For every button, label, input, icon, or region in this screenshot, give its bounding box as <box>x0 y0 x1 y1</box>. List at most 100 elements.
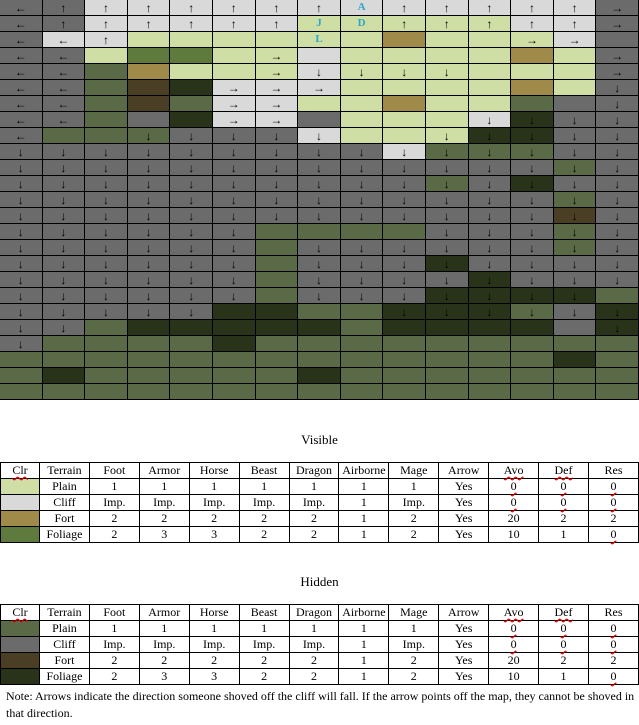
map-cell: ↓ <box>298 144 340 159</box>
map-cell: → <box>511 32 553 47</box>
table-cell: 2 <box>238 652 290 669</box>
table-cell: 3 <box>138 526 190 543</box>
terrain-map-grid: ← ↑ ↑ ↑ ↑ ↑ ↑ ↑ A ↑ ↑ ↑ ↑ ↑ → ← ↑ ↑ ↑ ↑ ↑ ↑ J D ↑ ↑ ↑ ↑ ↑ → ← ← ↑ L → → ← ← → →… <box>0 0 639 400</box>
table-row: Foliage 2 3 3 2 2 1 2 Yes 10 1 0 <box>0 526 639 543</box>
unit-marker: A <box>357 1 366 13</box>
map-cell: ↑ <box>425 0 468 15</box>
map-cell: ↓ <box>85 272 127 287</box>
map-cell: ↓ <box>468 112 511 127</box>
table-cell: 2 <box>587 510 639 527</box>
shove-arrow-icon: ↓ <box>60 320 67 335</box>
shove-arrow-icon: ↓ <box>614 224 621 239</box>
column-header: Airborne <box>338 462 390 479</box>
map-cell <box>383 128 425 143</box>
shove-arrow-icon: ↓ <box>230 144 237 159</box>
table-cell: 2 <box>88 668 140 685</box>
table-cell: 2 <box>538 510 589 527</box>
map-cell: ↓ <box>596 304 638 319</box>
shove-arrow-icon: ↑ <box>273 0 280 15</box>
shove-arrow-icon: ↓ <box>443 160 450 175</box>
shove-arrow-icon: ↓ <box>60 208 67 223</box>
shove-arrow-icon: ↓ <box>60 288 67 303</box>
map-cell <box>212 32 255 47</box>
shove-arrow-icon: → <box>270 64 283 79</box>
map-cell: ↓ <box>468 288 511 303</box>
map-cell <box>85 112 127 127</box>
map-cell: ↓ <box>212 192 255 207</box>
shove-arrow-icon: ↑ <box>315 0 322 15</box>
map-cell <box>511 368 553 383</box>
shove-arrow-icon: ↑ <box>571 16 578 31</box>
shove-arrow-icon: ↓ <box>60 176 67 191</box>
map-cell: ↓ <box>425 304 468 319</box>
map-cell: ↓ <box>340 144 383 159</box>
map-cell: ↑ <box>511 0 553 15</box>
map-cell: ↓ <box>468 256 511 271</box>
shove-arrow-icon: ↓ <box>614 256 621 271</box>
map-cell <box>511 64 553 79</box>
map-cell: ↓ <box>468 208 511 223</box>
table-cell: Yes <box>438 620 490 637</box>
map-cell: ↓ <box>170 176 212 191</box>
map-cell: ↓ <box>468 304 511 319</box>
map-cell <box>127 80 170 95</box>
map-cell: ↑ <box>255 0 298 15</box>
shove-arrow-icon: ↓ <box>230 240 237 255</box>
map-cell <box>553 48 596 63</box>
column-header: Arrow <box>438 604 490 621</box>
map-cell: → <box>255 112 298 127</box>
table-cell: 1 <box>338 668 390 685</box>
column-header: Avo <box>488 462 540 479</box>
shove-arrow-icon: ↓ <box>102 144 109 159</box>
map-cell <box>425 384 468 399</box>
map-cell <box>553 368 596 383</box>
shove-arrow-icon: → <box>270 112 283 127</box>
map-cell <box>85 336 127 351</box>
shove-arrow-icon: ↓ <box>315 128 322 143</box>
table-cell: 10 <box>488 668 540 685</box>
map-cell <box>468 64 511 79</box>
map-cell: ↓ <box>511 272 553 287</box>
map-cell <box>340 304 383 319</box>
map-cell: → <box>596 16 638 31</box>
map-cell <box>255 352 298 367</box>
table-row: Plain 1 1 1 1 1 1 1 Yes 0 0 0 <box>0 620 639 637</box>
table-cell: 0 <box>538 620 589 637</box>
shove-arrow-icon: ← <box>14 64 27 79</box>
shove-arrow-icon: ↓ <box>60 272 67 287</box>
map-cell: ↓ <box>596 240 638 255</box>
map-cell: ↓ <box>298 272 340 287</box>
map-cell <box>425 96 468 111</box>
map-cell <box>255 240 298 255</box>
shove-arrow-icon: ↑ <box>102 32 109 47</box>
map-cell: ↓ <box>553 160 596 175</box>
map-cell: ↓ <box>425 272 468 287</box>
shove-arrow-icon: ↓ <box>571 176 578 191</box>
map-cell <box>170 384 212 399</box>
map-cell <box>127 336 170 351</box>
map-cell <box>468 352 511 367</box>
shove-arrow-icon: ↓ <box>315 192 322 207</box>
shove-arrow-icon: ↓ <box>614 144 621 159</box>
map-cell <box>0 384 42 399</box>
map-cell: ↓ <box>511 240 553 255</box>
shove-arrow-icon: ↓ <box>315 176 322 191</box>
shove-arrow-icon: ↓ <box>17 192 24 207</box>
map-cell: → <box>255 96 298 111</box>
column-header: Terrain <box>39 604 90 621</box>
shove-arrow-icon: ↓ <box>145 144 152 159</box>
map-cell: ↓ <box>340 192 383 207</box>
map-cell: ↓ <box>596 192 638 207</box>
map-cell: ↓ <box>42 224 85 239</box>
map-cell: ↓ <box>212 256 255 271</box>
map-cell: ↓ <box>468 144 511 159</box>
map-cell <box>298 224 340 239</box>
map-cell: ↓ <box>212 272 255 287</box>
table-cell: 2 <box>388 526 440 543</box>
shove-arrow-icon: ↓ <box>102 224 109 239</box>
map-cell: ↓ <box>170 272 212 287</box>
shove-arrow-icon: ← <box>57 64 70 79</box>
map-cell: ↓ <box>425 64 468 79</box>
map-cell <box>170 320 212 335</box>
map-cell: ↓ <box>553 144 596 159</box>
